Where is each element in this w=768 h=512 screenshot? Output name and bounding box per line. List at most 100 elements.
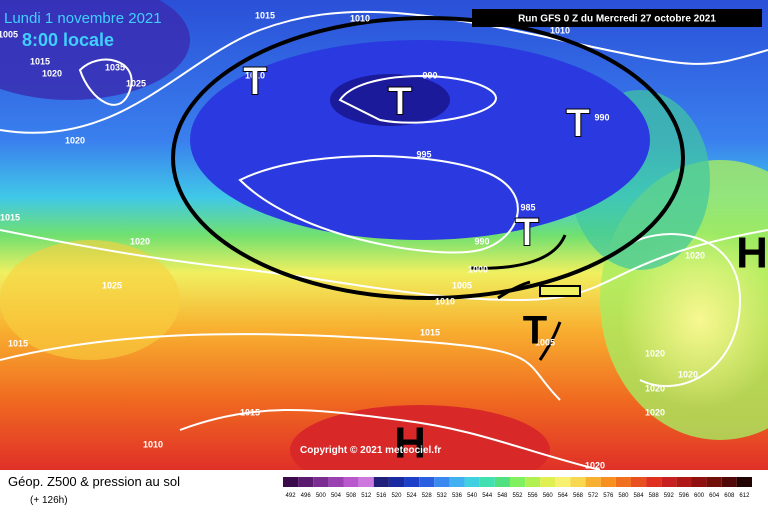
isobar-label: 990	[594, 112, 609, 122]
scale-label: 496	[301, 493, 312, 499]
scale-label: 548	[497, 493, 508, 499]
isobar-label: 1020	[130, 236, 150, 246]
scale-swatch	[540, 477, 556, 487]
high-symbol: H	[394, 419, 426, 468]
run-info: Run GFS 0 Z du Mercredi 27 octobre 2021	[518, 14, 716, 25]
scale-label: 544	[482, 493, 493, 499]
scale-label: 536	[452, 493, 463, 499]
scale-label: 516	[376, 493, 387, 499]
scale-swatch	[600, 477, 616, 487]
scale-swatch	[509, 477, 526, 487]
isobar-label: 1035	[105, 62, 125, 72]
isobars	[0, 10, 768, 471]
scale-swatch	[328, 477, 344, 487]
isobar-label: 1005	[535, 337, 555, 347]
scale-label: 512	[361, 493, 372, 499]
scale-swatch	[404, 477, 420, 487]
scale-label: 552	[512, 493, 523, 499]
scale-swatch	[283, 477, 299, 487]
scale-swatch	[298, 477, 314, 487]
isobar-label: 1020	[645, 407, 665, 417]
isobar-label: 1025	[126, 78, 146, 88]
scale-swatch	[585, 477, 601, 487]
scale-swatch	[343, 477, 359, 487]
scale-swatch	[570, 477, 586, 487]
isobar-label: 990	[474, 236, 489, 246]
scale-swatch	[661, 477, 677, 487]
isobar-label: 990	[422, 70, 437, 80]
scale-label: 612	[739, 493, 750, 499]
scale-label: 508	[346, 493, 357, 499]
footer-title: Géop. Z500 & pression au sol	[8, 474, 180, 489]
scale-swatch	[555, 477, 571, 487]
scale-swatch	[736, 477, 752, 487]
copyright: Copyright © 2021 meteociel.fr	[300, 445, 441, 456]
scale-label: 556	[528, 493, 539, 499]
scale-swatch	[434, 477, 450, 487]
scale-swatch	[313, 477, 329, 487]
isobar-label: 1025	[102, 280, 122, 290]
scale-swatch	[419, 477, 435, 487]
isobar-label: 1020	[685, 250, 705, 260]
isobar-label: 1010	[245, 70, 265, 80]
scale-swatch	[479, 477, 495, 487]
isobar-label: 1005	[452, 280, 472, 290]
isobar-label: 1010	[435, 296, 455, 306]
isobar-label: 1015	[0, 212, 20, 222]
isobar-label: 1000	[468, 264, 488, 274]
isobar-label: 1015	[255, 10, 275, 20]
isobar-label: 1020	[42, 68, 62, 78]
isobar-label: 995	[416, 149, 431, 159]
high-symbol: H	[736, 229, 768, 278]
scale-label: 596	[679, 493, 690, 499]
isobar-label: 1020	[645, 383, 665, 393]
scale-swatch	[373, 477, 389, 487]
footer-lead: (+ 126h)	[30, 495, 68, 506]
scale-label: 588	[649, 493, 660, 499]
scale-swatch	[358, 477, 374, 487]
isobar-label: 1010	[550, 25, 570, 35]
isobar-label: 1005	[0, 29, 18, 39]
isobar-label: 1015	[420, 327, 440, 337]
isobar-label: 1015	[8, 338, 28, 348]
scale-swatch	[388, 477, 405, 487]
arrows	[469, 234, 567, 361]
isobar-label: 1010	[350, 13, 370, 23]
scale-swatch	[464, 477, 480, 487]
time: 8:00 locale	[22, 30, 114, 50]
scale-label: 524	[407, 493, 418, 499]
scale-swatch	[449, 477, 465, 487]
scale-label: 540	[467, 493, 478, 499]
scale-label: 492	[286, 493, 297, 499]
isobar-label: 985	[520, 202, 535, 212]
scale-swatch	[691, 477, 707, 487]
low-symbol: T	[566, 102, 590, 146]
isobar-label: 1010	[143, 439, 163, 449]
background	[0, 0, 768, 495]
scale-label: 564	[558, 493, 569, 499]
scale-swatch	[676, 477, 692, 487]
scale-label: 504	[331, 493, 342, 499]
scale-label: 592	[664, 493, 675, 499]
scale-label: 584	[634, 493, 645, 499]
run-box	[472, 9, 762, 27]
scale-swatch	[706, 477, 722, 487]
scale-label: 532	[437, 493, 448, 499]
scale-label: 560	[543, 493, 554, 499]
isobar-label: 1020	[65, 135, 85, 145]
flow-arrow	[539, 285, 581, 297]
scale-label: 572	[588, 493, 599, 499]
low-symbol: T	[388, 80, 412, 124]
isobar-label: 1015	[240, 407, 260, 417]
scale-swatch	[615, 477, 631, 487]
date: Lundi 1 novembre 2021	[4, 10, 162, 27]
isobar-label: 1020	[585, 460, 605, 470]
low-symbol: T	[243, 60, 267, 104]
isobar-label: 1015	[30, 56, 50, 66]
scale-label: 576	[603, 493, 614, 499]
scale-label: 600	[694, 493, 705, 499]
low-symbol: T	[515, 211, 539, 255]
scale-swatch	[525, 477, 541, 487]
scale-label: 608	[724, 493, 735, 499]
